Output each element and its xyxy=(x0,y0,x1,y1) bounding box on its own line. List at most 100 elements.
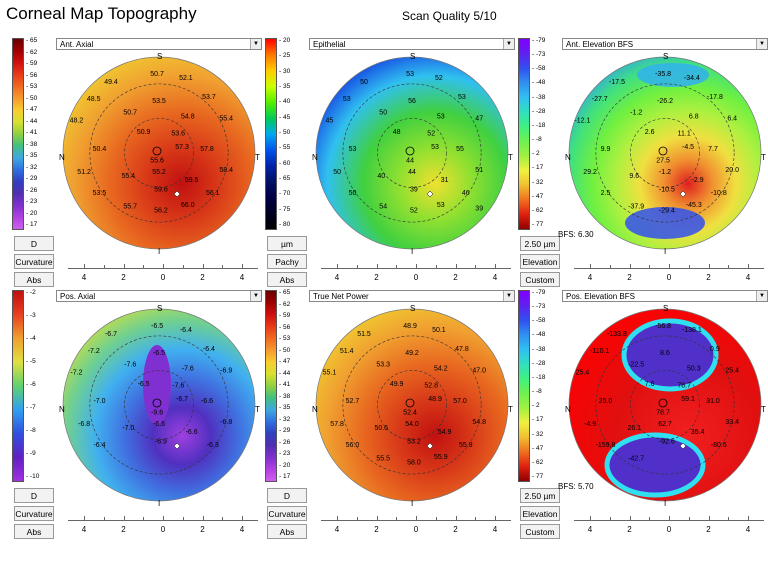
scale-label: - 62 xyxy=(532,458,544,466)
map-value-label: 53 xyxy=(349,146,357,153)
app-title: Corneal Map Topography xyxy=(6,4,197,23)
dropdown-label: Epithelial xyxy=(313,40,346,49)
map-surface xyxy=(568,56,762,250)
map-value-label: 52.1 xyxy=(179,75,193,82)
map-option-button[interactable]: µm xyxy=(267,236,307,251)
map-option-button[interactable]: Pachy xyxy=(267,254,307,269)
map-option-button[interactable]: Elevation xyxy=(520,254,560,269)
chevron-down-icon[interactable]: ▼ xyxy=(503,291,514,301)
chevron-down-icon[interactable]: ▼ xyxy=(250,39,261,49)
scale-label: - 32 xyxy=(26,163,38,171)
map-value-label: 2.6 xyxy=(645,129,655,136)
axis-tick-label: 4 xyxy=(587,273,593,282)
axis-tick xyxy=(84,516,85,521)
map-option-button[interactable]: D xyxy=(14,488,54,503)
scale-label: - -79 xyxy=(532,289,546,296)
map-type-dropdown[interactable]: True Net Power ▼ xyxy=(309,290,515,302)
topography-map[interactable]: -6.5 -6.4 -6.7 -6.4 -7.2 -7.6 -6.5 -7.6 -6.9 -7.2… xyxy=(52,304,266,510)
map-value-label: -10.8 xyxy=(711,190,727,197)
map-value-label: -6.5 xyxy=(153,350,165,357)
map-option-button[interactable]: 2.50 µm xyxy=(520,236,560,251)
reference-ring xyxy=(377,118,447,188)
map-type-dropdown[interactable]: Ant. Axial ▼ xyxy=(56,38,262,50)
axis-tick-label: 2 xyxy=(627,273,632,282)
map-value-label: 57.0 xyxy=(453,398,467,405)
topography-map[interactable]: -56.8 -138.1 -133.8 0.9 -110.1 -22.5 8.6 50.3 25… xyxy=(558,304,768,510)
map-option-button[interactable]: Abs xyxy=(267,272,307,287)
map-value-label: -6.6 xyxy=(153,421,165,428)
map-type-dropdown[interactable]: Ant. Elevation BFS ▼ xyxy=(562,38,768,50)
map-option-button[interactable]: D xyxy=(267,488,307,503)
map-value-label: -6.3 xyxy=(207,442,219,449)
map-option-button[interactable]: Curvature xyxy=(267,506,307,521)
axis-tick-label: 4 xyxy=(239,273,245,282)
map-value-label: 50.6 xyxy=(374,425,388,432)
map-value-label: 54.8 xyxy=(181,113,195,120)
orientation-left: N xyxy=(59,405,65,414)
map-option-button[interactable]: 2.50 µm xyxy=(520,488,560,503)
topography-map[interactable]: 50.7 52.1 49.4 53.7 48.5 50.7 53.5 54.8 55.4 48.2… xyxy=(52,52,266,258)
orientation-top: S xyxy=(157,52,163,61)
scale-label: - -28 xyxy=(532,107,546,115)
map-value-label: 6.8 xyxy=(689,113,699,120)
axis-tick-label: 4 xyxy=(492,273,498,282)
elevation-depression-lower xyxy=(604,432,706,498)
axis-tick-label: 0 xyxy=(666,525,672,534)
map-value-label: 55.4 xyxy=(121,173,135,180)
color-scale-labels: - 20 - 25 - 30 - 35 - 40 - 45 - 50 - 55 - 60 - 65… xyxy=(279,37,301,228)
axis-tick xyxy=(123,264,125,269)
map-value-label: 31.0 xyxy=(706,398,720,405)
map-value-label: 6.4 xyxy=(727,115,737,122)
map-value-label: 53.6 xyxy=(171,131,185,138)
map-value-label: 56.1 xyxy=(206,190,220,197)
axis-tick-label: 0 xyxy=(160,273,166,282)
axis-tick-label: 2 xyxy=(453,273,458,282)
map-option-button[interactable]: Curvature xyxy=(14,254,54,269)
axis-tick-label: 2 xyxy=(627,525,632,534)
map-value-label: 2.5 xyxy=(601,190,611,197)
map-value-label: 50.1 xyxy=(432,327,446,334)
map-option-button[interactable]: Abs xyxy=(14,272,54,287)
map-value-label: 44 xyxy=(408,169,416,176)
elevation-depression-lower xyxy=(625,207,705,239)
topography-map[interactable]: -35.8 -34.4 -17.5 -17.8 -27.7 -1.2 -26.2 6.8 6.4… xyxy=(558,52,768,258)
chevron-down-icon[interactable]: ▼ xyxy=(756,291,767,301)
chevron-down-icon[interactable]: ▼ xyxy=(503,39,514,49)
reference-ring xyxy=(89,335,229,475)
scale-label: - -6 xyxy=(26,381,36,388)
diamond-marker-icon xyxy=(173,190,181,198)
chevron-down-icon[interactable]: ▼ xyxy=(250,291,261,301)
map-option-button[interactable]: Abs xyxy=(14,524,54,539)
axis-tick xyxy=(629,264,631,269)
map-type-dropdown[interactable]: Epithelial ▼ xyxy=(309,38,515,50)
color-scale-bar xyxy=(518,290,530,482)
map-option-button[interactable]: Elevation xyxy=(520,506,560,521)
map-value-label: -2.9 xyxy=(692,177,704,184)
scale-label: - 41 xyxy=(26,129,38,136)
topography-map[interactable]: 53 52 50 53 53 50 56 53 47 45 48 52 53 53 44 55 50 40 44 51… xyxy=(305,52,519,258)
map-option-button[interactable]: D xyxy=(14,236,54,251)
color-scale-bar xyxy=(12,290,24,482)
map-value-label: 52.4 xyxy=(403,410,417,417)
axis-minor-tick xyxy=(435,265,437,268)
map-option-button[interactable]: Abs xyxy=(267,524,307,539)
reference-ring xyxy=(342,335,482,475)
map-option-button[interactable]: Custom xyxy=(520,272,560,287)
dropdown-label: True Net Power xyxy=(313,292,369,301)
map-value-label: 48.2 xyxy=(70,117,84,124)
scale-label: - -48 xyxy=(532,79,546,87)
map-option-button[interactable]: Curvature xyxy=(14,506,54,521)
axis-tick xyxy=(337,264,338,269)
map-value-label: 62.7 xyxy=(658,421,672,428)
map-option-button[interactable]: Custom xyxy=(520,524,560,539)
scale-label: - -58 xyxy=(532,317,546,325)
axis-tick-label: 0 xyxy=(413,273,419,282)
map-type-dropdown[interactable]: Pos. Elevation BFS ▼ xyxy=(562,290,768,302)
map-value-label: 56 xyxy=(408,98,416,105)
map-type-dropdown[interactable]: Pos. Axial ▼ xyxy=(56,290,262,302)
orientation-left: N xyxy=(312,153,318,162)
axis-tick xyxy=(669,264,670,269)
topography-map[interactable]: 48.9 50.1 51.5 47.8 51.4 53.3 49.2 54.2 47.0 55.1… xyxy=(305,304,519,510)
axis-tick xyxy=(202,516,204,521)
chevron-down-icon[interactable]: ▼ xyxy=(756,39,767,49)
